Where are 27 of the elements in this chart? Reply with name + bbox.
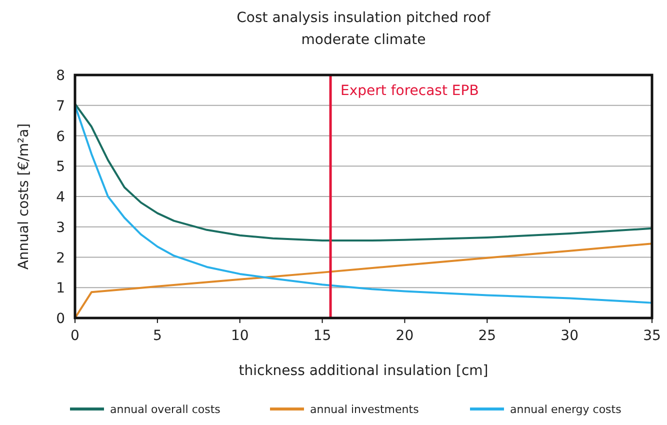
y-tick-label: 0 xyxy=(56,311,65,327)
y-tick-label: 8 xyxy=(56,68,65,84)
line-series xyxy=(74,242,653,319)
y-tick-label: 3 xyxy=(56,220,65,236)
y-tick-label: 4 xyxy=(56,190,66,206)
chart-title: Cost analysis insulation pitched roof xyxy=(236,10,492,26)
x-tick-label: 0 xyxy=(70,328,80,344)
y-tick-label: 2 xyxy=(56,250,65,266)
x-tick-label: 20 xyxy=(396,328,414,344)
y-tick-label: 5 xyxy=(56,159,65,176)
x-tick-label: 30 xyxy=(560,328,578,344)
y-tick-label: 1 xyxy=(56,280,65,297)
line-series xyxy=(74,102,653,242)
ref-line-label: Expert forecast EPB xyxy=(340,83,479,99)
y-axis-title: Annual costs [€/m²a] xyxy=(16,123,32,270)
x-tick-label: 35 xyxy=(643,328,661,344)
x-axis-title: thickness additional insulation [cm] xyxy=(238,363,488,379)
x-tick-label: 15 xyxy=(313,328,332,344)
x-tick-label: 5 xyxy=(152,328,162,344)
chart-subtitle: moderate climate xyxy=(301,32,426,48)
y-tick-label: 7 xyxy=(56,98,65,114)
legend-label: annual energy costs xyxy=(510,403,622,416)
x-tick-label: 25 xyxy=(478,328,496,344)
legend-label: annual investments xyxy=(310,403,420,416)
x-tick-label: 10 xyxy=(230,328,249,344)
y-tick-label: 6 xyxy=(56,128,66,145)
legend-label: annual overall costs xyxy=(110,403,221,416)
